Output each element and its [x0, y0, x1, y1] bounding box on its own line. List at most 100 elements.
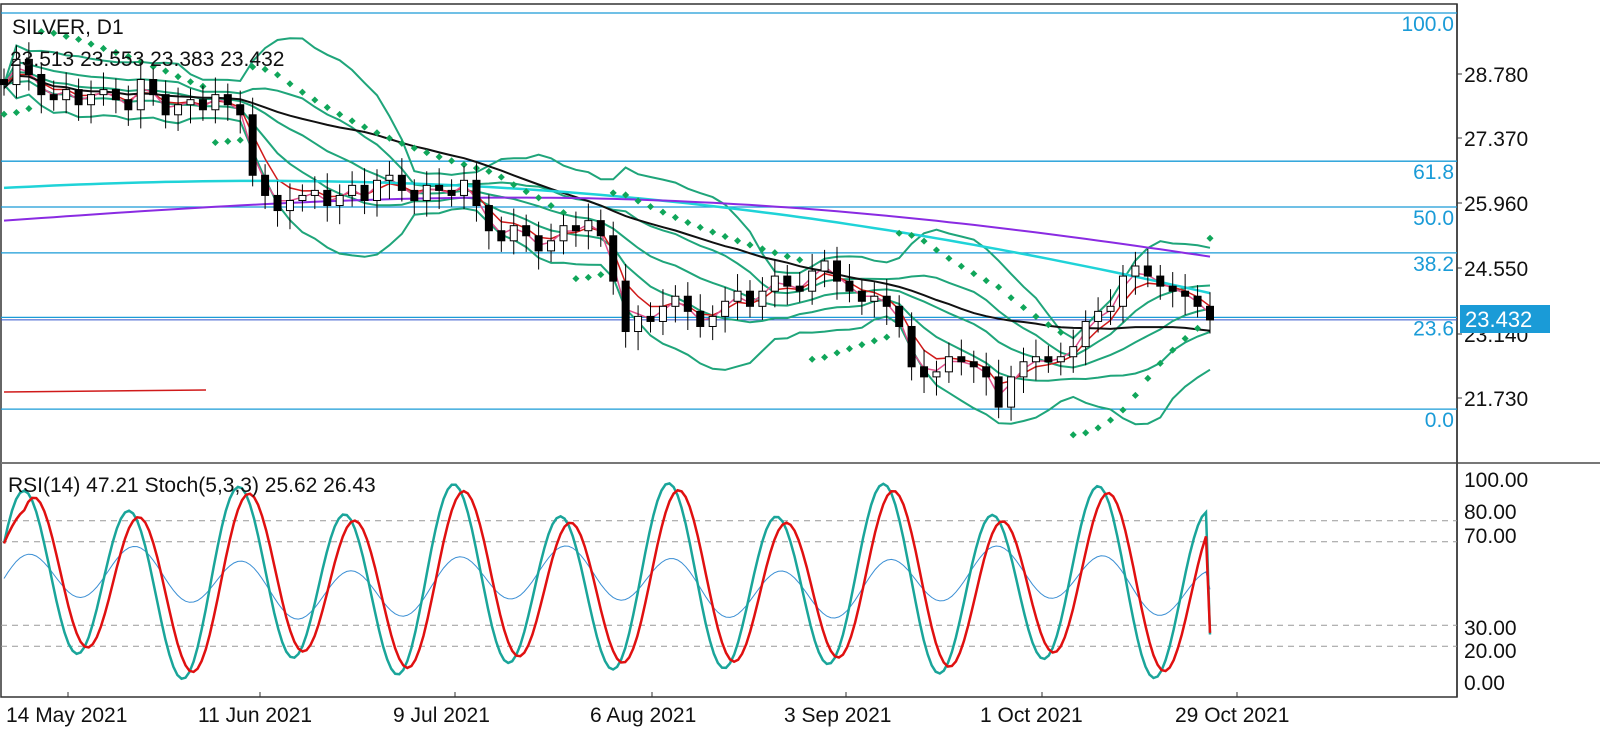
- candle-body: [1094, 310, 1103, 322]
- psar-dot: [1082, 429, 1090, 437]
- fib-label-3: 38.2: [1413, 253, 1454, 276]
- psar-dot: [1194, 324, 1202, 332]
- candle-body: [1206, 305, 1214, 321]
- candle-body: [1143, 265, 1152, 277]
- psar-dot: [734, 237, 742, 245]
- psar-dot: [821, 353, 829, 361]
- candle-body: [447, 189, 456, 196]
- psar-dot: [932, 246, 941, 254]
- candle-body: [820, 260, 829, 272]
- candle-body: [882, 295, 891, 307]
- psar-dot: [323, 103, 331, 111]
- psar-dot: [361, 123, 369, 131]
- psar-dot: [410, 144, 418, 152]
- psar-dot: [249, 63, 257, 71]
- psar-dot: [771, 249, 779, 257]
- candle-body: [808, 270, 817, 292]
- candle-body: [1081, 320, 1090, 348]
- psar-dot: [559, 209, 568, 217]
- candle-body: [484, 205, 493, 232]
- date-tick-label: 6 Aug 2021: [590, 704, 696, 727]
- psar-dot: [609, 189, 617, 197]
- sma-cyan-line: [3, 179, 1211, 295]
- candle-body: [745, 290, 754, 307]
- psar-dot: [311, 96, 319, 104]
- psar-dot: [659, 208, 667, 216]
- candle-body: [62, 89, 71, 101]
- psar-dot: [746, 241, 754, 249]
- psar-dot: [186, 78, 195, 86]
- candle-body: [1156, 275, 1165, 287]
- candle-body: [696, 310, 705, 327]
- candle-body: [721, 300, 730, 317]
- psar-dot: [895, 229, 903, 237]
- candle-body: [534, 235, 543, 252]
- candle-body: [969, 361, 978, 368]
- price-tick-label: 25.960: [1464, 193, 1528, 216]
- candle-body: [1168, 285, 1177, 292]
- candle-body: [1044, 356, 1053, 363]
- candle-body: [770, 275, 779, 292]
- psar-dot: [174, 73, 182, 81]
- psar-dot: [510, 181, 518, 189]
- psar-dot: [1044, 321, 1052, 329]
- psar-dot: [485, 167, 493, 175]
- psar-dot: [622, 191, 630, 199]
- psar-dot: [448, 157, 456, 165]
- candle-body: [248, 114, 257, 176]
- current-price-badge: [1460, 305, 1550, 333]
- candle-body: [895, 305, 904, 327]
- stoch-signal-line: [2, 488, 1212, 674]
- psar-dot: [634, 197, 642, 205]
- candle-body: [509, 225, 518, 242]
- fib-label-2: 50.0: [1413, 207, 1454, 230]
- sma-purple-line: [3, 196, 1211, 258]
- psar-dot: [1131, 391, 1139, 399]
- axis-labels-group: 28.78027.37025.96024.55023.14021.730100.…: [6, 64, 1528, 727]
- candle-body: [49, 94, 58, 101]
- osc-tick-label: 70.00: [1464, 525, 1517, 548]
- osc-tick-label: 80.00: [1464, 501, 1517, 524]
- psar-dot: [435, 153, 443, 161]
- psar-dot: [758, 245, 766, 253]
- candle-body: [1181, 290, 1190, 297]
- price-tick-label: 24.550: [1464, 258, 1528, 281]
- candle-body: [385, 174, 394, 181]
- candle-body: [671, 295, 680, 307]
- bollinger-middle: [3, 70, 1211, 369]
- psar-dot: [1032, 312, 1040, 321]
- candle-body: [186, 99, 195, 106]
- psar-dot: [1107, 416, 1115, 424]
- candle-body: [1031, 356, 1040, 363]
- psar-dot: [870, 337, 878, 345]
- psar-dot: [584, 273, 592, 281]
- date-tick-label: 14 May 2021: [6, 704, 127, 727]
- psar-dot: [398, 139, 406, 147]
- psar-dot: [883, 333, 891, 341]
- candle-body: [957, 356, 966, 363]
- candle-body: [273, 194, 282, 212]
- candle-body: [1106, 305, 1115, 312]
- fib-label-0: 100.0: [1401, 13, 1454, 36]
- psar-dot: [497, 173, 505, 181]
- price-tick-label: 28.780: [1464, 64, 1528, 87]
- psar-dot: [373, 129, 381, 137]
- psar-dot: [957, 262, 965, 270]
- candle-body: [323, 189, 332, 207]
- candle-body: [12, 58, 21, 86]
- psar-dot: [224, 137, 232, 145]
- candle-body: [74, 89, 83, 106]
- candle-body: [1007, 376, 1016, 408]
- psar-dot: [684, 218, 692, 227]
- candle-body: [1056, 356, 1065, 363]
- psar-dot: [12, 108, 20, 117]
- candle-body: [658, 305, 667, 322]
- candle-body: [174, 104, 183, 116]
- psar-dot: [460, 161, 468, 169]
- candle-body: [236, 104, 245, 116]
- psar-dot: [87, 40, 95, 48]
- candle-body: [99, 89, 108, 96]
- candle-body: [609, 235, 618, 282]
- psar-dot: [945, 254, 953, 262]
- candle-body: [795, 285, 804, 292]
